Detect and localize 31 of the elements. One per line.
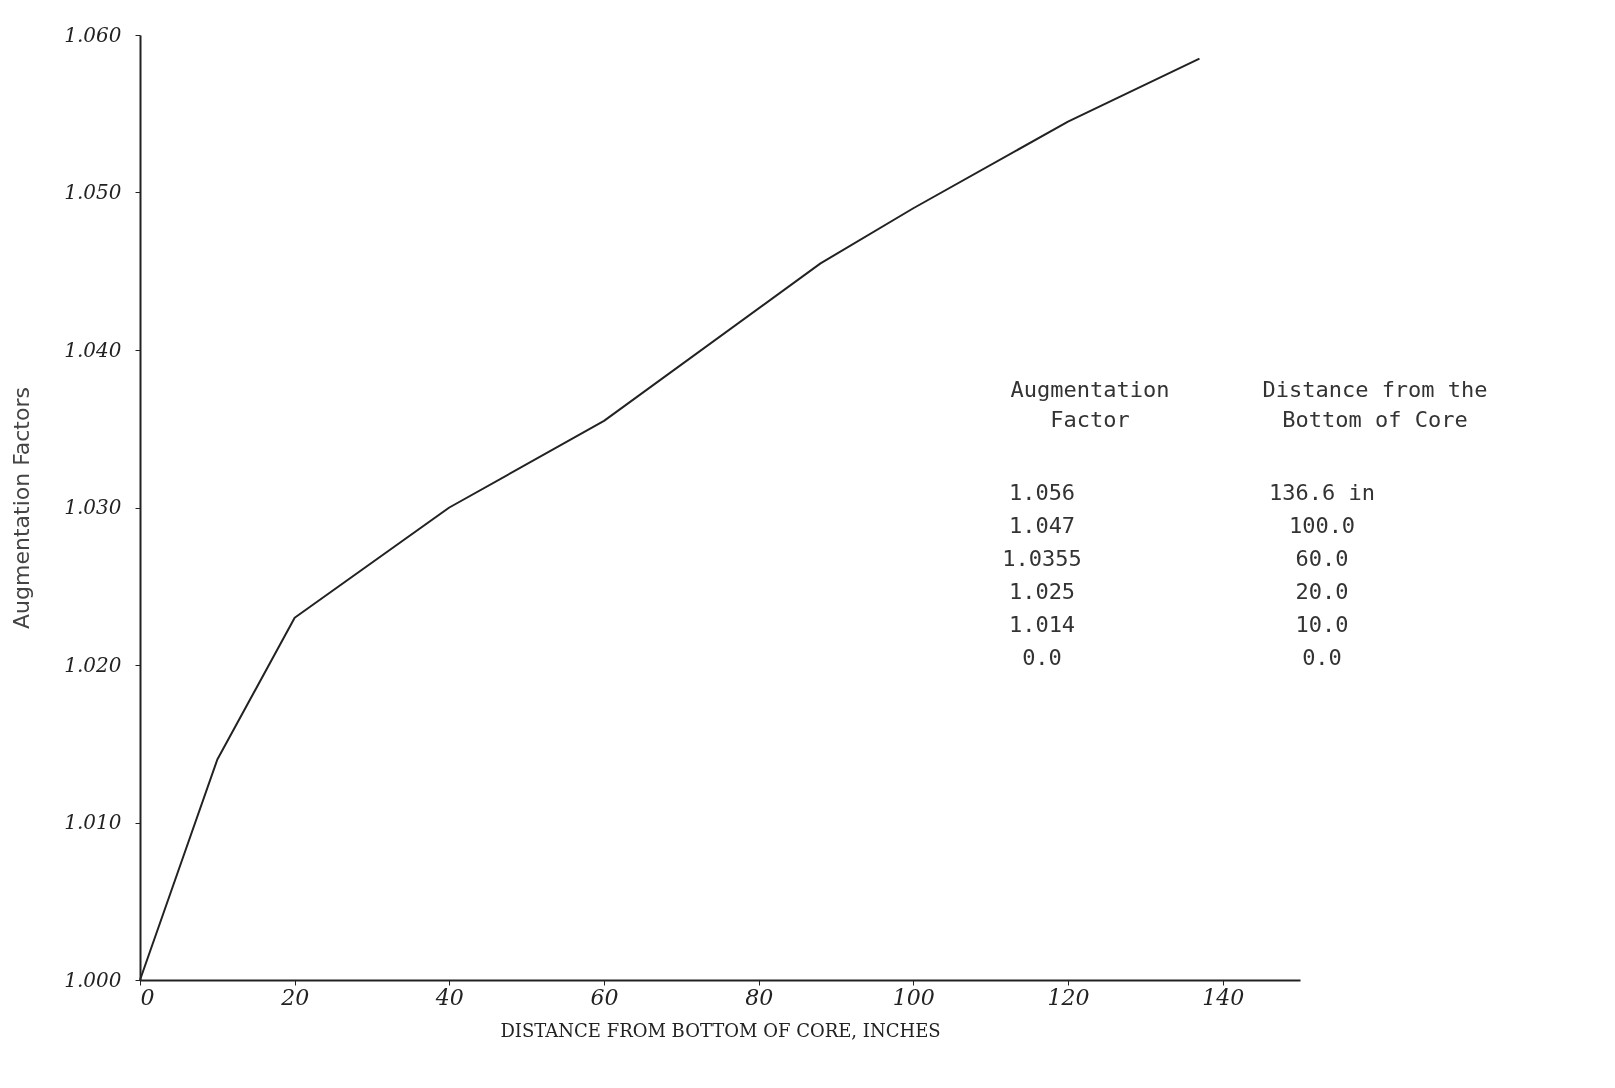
text: 0.0 [1302,645,1342,670]
annotation: Augmentation Factor [1010,377,1170,432]
y-tick-label: 1.050 [64,180,122,204]
x-tick-label: 20 [280,984,310,1010]
annotation: 1.014 [1008,612,1076,637]
y-tick-label: 1.000 [64,967,122,992]
annotation: Distance from the Bottom of Core [1262,377,1488,432]
y-tick-label: 1.010 [64,810,122,834]
annotation: 1.056 [1008,480,1076,505]
annotation: 100.0 [1288,513,1356,538]
x-tick-label: 80 [745,984,774,1010]
y-tick-label: 1.040 [64,337,122,362]
x-tick-label: 0 [140,984,155,1010]
y-tick-label: 1.060 [64,22,122,47]
annotation: 10.0 [1295,612,1349,637]
annotation: 1.0355 [1002,546,1082,571]
annotation: 20.0 [1295,579,1349,604]
x-tick-label: 100 [892,984,935,1010]
y-tick-label: 1.020 [64,652,122,677]
annotation: 0.0 [1022,645,1062,670]
x-tick-label: 140 [1202,984,1245,1010]
x-tick-label: 40 [434,984,464,1010]
y-tick-label: 1.030 [64,495,122,519]
x-tick-label: 120 [1047,984,1090,1010]
annotation: 60.0 [1295,546,1349,571]
x-axis-title: DISTANCE FROM BOTTOM OF CORE, INCHES [500,1019,941,1041]
annotation: 1.025 [1008,579,1076,604]
x-tick-label: 60 [590,984,619,1010]
annotation: 1.047 [1008,513,1076,538]
y-axis-title: Augmentation Factors [9,387,35,629]
annotation: 136.6 in [1269,480,1375,505]
